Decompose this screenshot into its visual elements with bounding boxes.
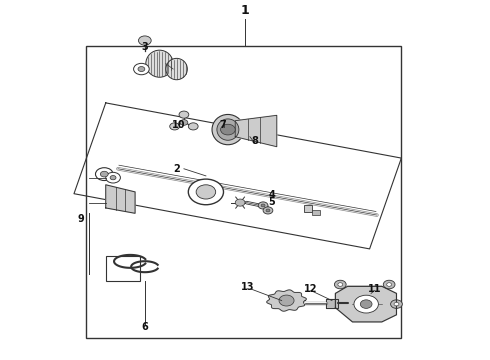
Circle shape <box>235 199 245 206</box>
Circle shape <box>261 204 265 207</box>
Text: 7: 7 <box>220 120 226 130</box>
Circle shape <box>220 124 235 135</box>
Circle shape <box>334 280 346 289</box>
Circle shape <box>394 302 399 306</box>
Text: 6: 6 <box>142 322 148 332</box>
Text: 2: 2 <box>173 164 180 174</box>
Text: 3: 3 <box>142 42 148 51</box>
Circle shape <box>139 36 151 45</box>
Bar <box>304 205 313 212</box>
Text: 11: 11 <box>368 284 381 294</box>
Text: 10: 10 <box>172 120 186 130</box>
Text: 9: 9 <box>78 213 85 224</box>
Circle shape <box>110 176 116 180</box>
Circle shape <box>196 185 216 199</box>
Text: 8: 8 <box>251 136 258 147</box>
Circle shape <box>387 283 392 286</box>
Text: 4: 4 <box>269 190 275 200</box>
Circle shape <box>391 300 402 309</box>
Circle shape <box>179 111 189 118</box>
Circle shape <box>188 123 198 130</box>
Bar <box>106 256 140 281</box>
Circle shape <box>134 63 149 75</box>
Circle shape <box>100 171 108 177</box>
Circle shape <box>263 207 273 214</box>
Circle shape <box>170 123 179 130</box>
Circle shape <box>188 179 223 205</box>
Circle shape <box>266 209 270 212</box>
Circle shape <box>180 120 188 125</box>
Circle shape <box>354 295 378 313</box>
Ellipse shape <box>166 58 187 80</box>
Circle shape <box>383 280 395 289</box>
Text: 1: 1 <box>241 4 249 17</box>
Ellipse shape <box>217 119 239 140</box>
Polygon shape <box>326 299 338 308</box>
Circle shape <box>106 172 121 183</box>
Circle shape <box>279 295 294 306</box>
Circle shape <box>338 283 343 286</box>
Bar <box>313 210 320 215</box>
Ellipse shape <box>212 114 244 145</box>
Bar <box>86 46 401 338</box>
Text: 5: 5 <box>269 197 275 207</box>
Circle shape <box>96 168 113 180</box>
Circle shape <box>138 67 145 72</box>
Text: 13: 13 <box>241 282 254 292</box>
Text: 12: 12 <box>304 284 318 294</box>
Ellipse shape <box>146 50 173 77</box>
Circle shape <box>360 300 372 309</box>
Polygon shape <box>267 290 306 311</box>
Polygon shape <box>335 286 396 322</box>
Circle shape <box>258 202 268 209</box>
Polygon shape <box>106 185 135 213</box>
Polygon shape <box>235 115 277 147</box>
